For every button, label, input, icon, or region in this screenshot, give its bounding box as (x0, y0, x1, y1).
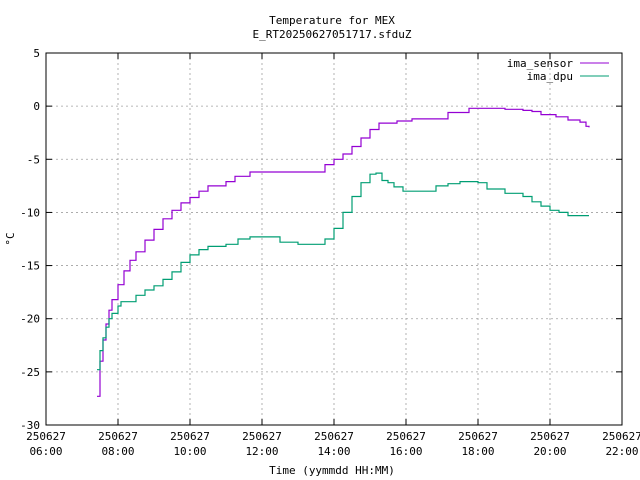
x-axis-label: Time (yymmdd HH:MM) (269, 464, 395, 477)
x-tick-label-date: 250627 (602, 430, 640, 443)
y-tick-label: 5 (33, 47, 40, 60)
x-tick-label-date: 250627 (98, 430, 138, 443)
x-tick-label-date: 250627 (458, 430, 498, 443)
y-axis-label: °C (4, 232, 17, 245)
x-tick-label-date: 250627 (386, 430, 426, 443)
y-tick-label: -10 (20, 206, 40, 219)
x-tick-label-date: 250627 (170, 430, 210, 443)
series-lines (97, 107, 590, 397)
x-tick-label-date: 250627 (242, 430, 282, 443)
x-tick-label-time: 14:00 (317, 445, 350, 458)
x-tick-label-date: 250627 (314, 430, 354, 443)
legend-label-ima-dpu: ima_dpu (527, 70, 573, 83)
x-tick-label-time: 18:00 (461, 445, 494, 458)
x-tick-label-time: 16:00 (389, 445, 422, 458)
x-tick-label-date: 250627 (530, 430, 570, 443)
legend-label-ima-sensor: ima_sensor (507, 57, 574, 70)
chart-title: Temperature for MEX (269, 14, 395, 27)
x-tick-label-time: 22:00 (605, 445, 638, 458)
grid (46, 53, 622, 425)
y-tick-label: -15 (20, 260, 40, 273)
x-tick-labels: 250627 06:00 250627 08:00 250627 10:00 250627 1… (26, 430, 640, 458)
y-tick-label: -25 (20, 366, 40, 379)
x-tick-label-time: 12:00 (245, 445, 278, 458)
x-tick-label-time: 20:00 (533, 445, 566, 458)
legend: ima_sensor ima_dpu (507, 57, 609, 83)
plot-frame (45, 52, 623, 426)
chart-subtitle: E_RT20250627051717.sfduZ (253, 28, 412, 41)
x-tick-label-time: 10:00 (173, 445, 206, 458)
series-line-ima-dpu (97, 172, 589, 371)
series-line-ima-sensor (97, 107, 590, 397)
y-tick-label: -20 (20, 313, 40, 326)
y-tick-label: -30 (20, 419, 40, 432)
y-tick-labels: 5 0 -5 -10 -15 -20 -25 -30 (20, 47, 40, 432)
x-tick-label-date: 250627 (26, 430, 66, 443)
x-tick-label-time: 06:00 (29, 445, 62, 458)
y-tick-label: 0 (33, 100, 40, 113)
y-tick-label: -5 (27, 153, 40, 166)
x-tick-label-time: 08:00 (101, 445, 134, 458)
